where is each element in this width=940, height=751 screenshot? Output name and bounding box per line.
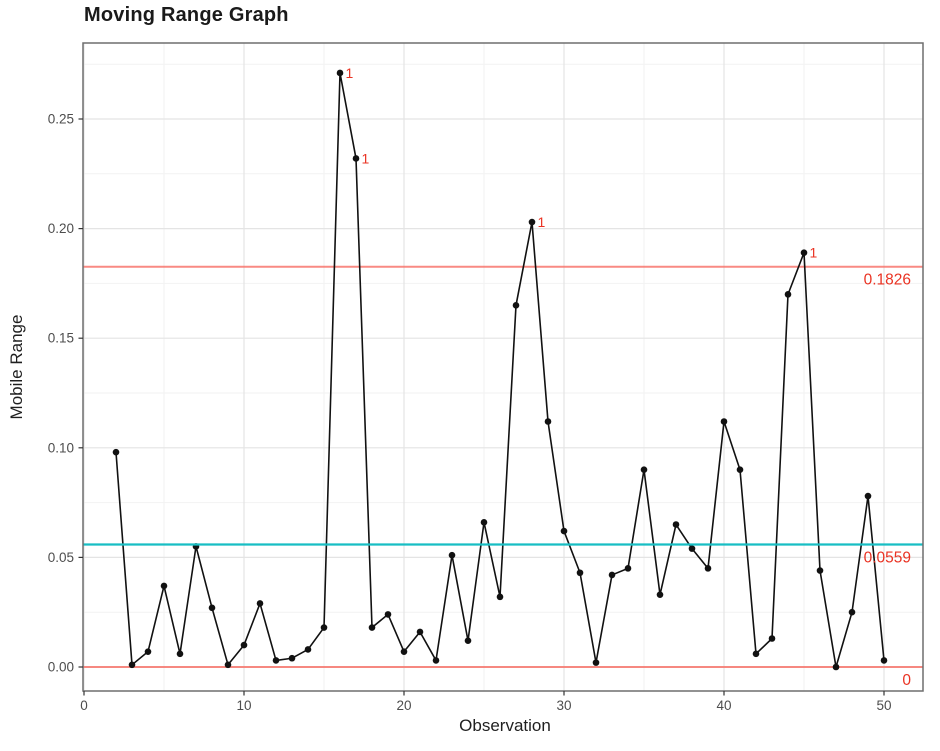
data-point	[512, 302, 520, 309]
lcl-value-label: 0	[902, 672, 911, 689]
y-tick-label: 0.00	[48, 660, 74, 675]
data-point	[160, 582, 168, 590]
ucl-value-label: 0.1826	[864, 272, 911, 289]
center-value-label: 0.0559	[864, 549, 911, 566]
data-point	[304, 646, 312, 653]
data-point	[576, 569, 584, 577]
x-axis-title: Observation	[0, 716, 940, 736]
x-tick-label: 0	[80, 698, 88, 713]
data-point	[256, 600, 264, 607]
data-point	[608, 571, 616, 579]
data-point	[528, 218, 536, 226]
data-point	[720, 418, 728, 425]
out-of-control-label: 1	[346, 65, 354, 81]
data-point	[704, 565, 712, 572]
y-tick-label: 0.25	[48, 112, 74, 127]
x-tick-label: 20	[396, 698, 411, 713]
data-point	[384, 611, 392, 618]
x-axis-title-text: Observation	[459, 716, 551, 735]
y-tick-label: 0.05	[48, 550, 74, 565]
data-point	[784, 291, 792, 298]
chart-title: Moving Range Graph	[84, 4, 289, 26]
data-point	[240, 641, 248, 649]
data-point	[800, 249, 808, 257]
data-point	[864, 492, 872, 500]
data-point	[336, 69, 344, 77]
data-point	[656, 591, 664, 598]
data-point	[320, 624, 328, 631]
data-point	[560, 527, 568, 535]
panel-background	[83, 43, 923, 691]
data-point	[848, 608, 856, 616]
data-point	[368, 624, 376, 631]
data-point	[224, 661, 232, 669]
x-tick-label: 50	[876, 698, 891, 713]
data-point	[352, 155, 360, 162]
data-point	[416, 628, 424, 636]
data-point	[480, 519, 488, 526]
data-point	[752, 650, 760, 658]
data-point	[672, 521, 680, 528]
y-tick-label: 0.10	[48, 440, 74, 455]
y-axis-title: Mobile Range	[7, 314, 26, 420]
data-point	[400, 648, 408, 655]
out-of-control-label: 1	[810, 245, 818, 261]
data-point	[448, 551, 456, 559]
data-point	[464, 637, 472, 644]
data-point	[880, 657, 888, 664]
data-point	[496, 593, 504, 601]
y-tick-label: 0.15	[48, 331, 74, 346]
panel-border	[82, 42, 924, 692]
data-point	[592, 659, 600, 666]
data-point	[624, 565, 632, 572]
data-point	[832, 663, 840, 671]
x-tick-label: 10	[236, 698, 251, 713]
y-tick-label: 0.20	[48, 221, 74, 236]
data-point	[816, 567, 824, 574]
data-point	[112, 448, 120, 456]
data-point	[128, 661, 136, 669]
data-point	[736, 466, 744, 474]
data-point	[288, 654, 296, 662]
x-tick-label: 40	[716, 698, 731, 713]
data-point	[144, 648, 152, 655]
data-point	[208, 604, 216, 612]
x-tick-label: 30	[556, 698, 571, 713]
data-point	[176, 650, 184, 658]
data-point	[640, 466, 648, 474]
data-point	[688, 545, 696, 552]
data-point	[432, 657, 440, 664]
data-point	[544, 418, 552, 425]
data-point	[272, 657, 280, 664]
out-of-control-label: 1	[362, 150, 370, 166]
data-point	[768, 635, 776, 642]
out-of-control-label: 1	[538, 214, 546, 230]
